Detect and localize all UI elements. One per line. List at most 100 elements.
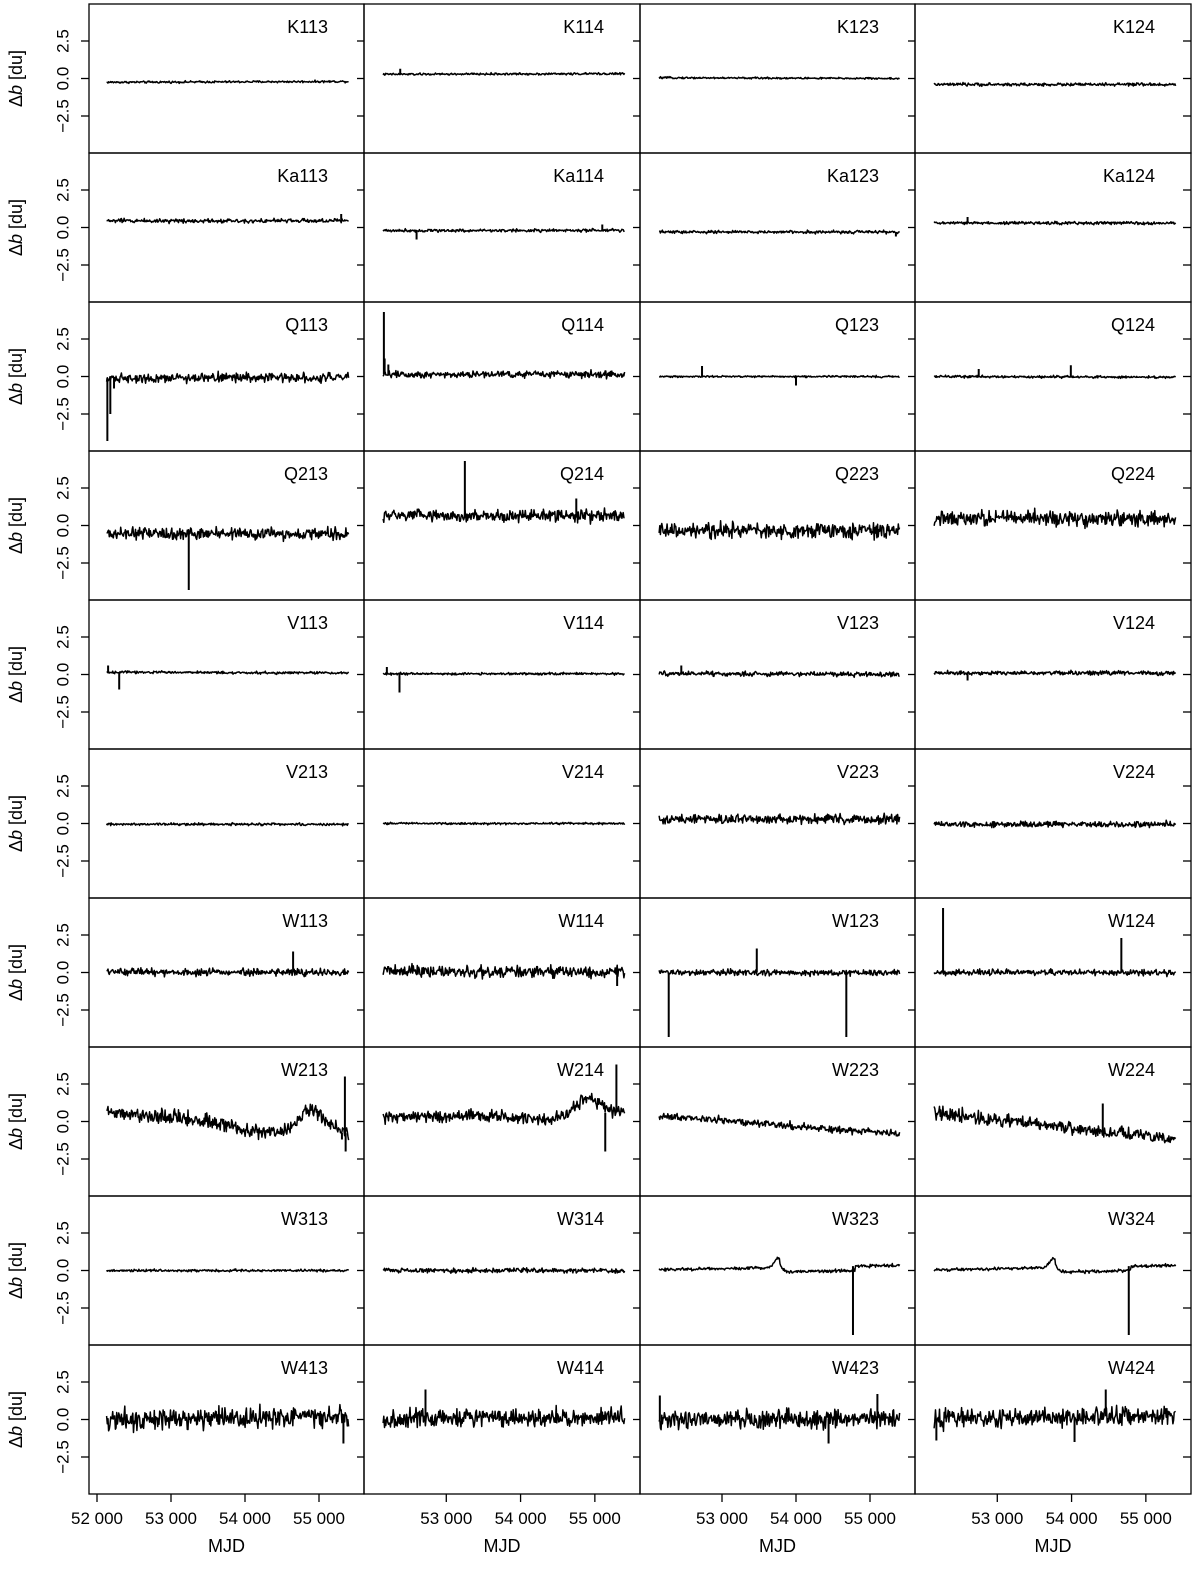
series-line: [105, 821, 350, 827]
panel-label: W214: [557, 1060, 604, 1080]
series-line: [382, 1266, 626, 1274]
series-line: [105, 1403, 350, 1434]
series-line: [382, 1404, 626, 1429]
y-axis-title: Δb [du]: [6, 944, 26, 1001]
panel-w224: W224: [908, 1046, 1192, 1197]
panel-w314: W314: [357, 1195, 641, 1346]
series-line: [382, 962, 626, 980]
series-line: [933, 220, 1177, 226]
panel-label: W123: [832, 911, 879, 931]
y-axis-title: Δb [du]: [6, 646, 26, 703]
panel-w213: W213 2.5 0.0 −2.5 Δb [du]: [6, 1046, 365, 1197]
series-line: [933, 967, 1177, 978]
panel-label: Ka114: [553, 166, 604, 186]
series-line: [105, 1268, 350, 1273]
panel-label: W423: [832, 1358, 879, 1378]
y-tick-label: −2.5: [54, 993, 73, 1027]
panel-label: V224: [1113, 762, 1155, 782]
x-tick-label: 53 000: [420, 1509, 472, 1528]
y-tick-label: −2.5: [54, 546, 73, 580]
panel-v213: V213 2.5 0.0 −2.5 Δb [du]: [6, 748, 365, 899]
series-line: [933, 1256, 1177, 1275]
y-tick-label: 2.5: [54, 1072, 73, 1096]
panel-v123: V123: [633, 599, 916, 750]
panel-v124: V124: [908, 599, 1192, 750]
y-tick-label: 0.0: [54, 365, 73, 389]
y-axis-title: Δb [du]: [6, 1093, 26, 1150]
panel-w113: W113 2.5 0.0 −2.5 Δb [du]: [6, 897, 365, 1048]
panel-label: Ka113: [277, 166, 328, 186]
panel-label: K113: [287, 17, 328, 37]
y-axis-title: Δb [du]: [6, 50, 26, 107]
panel-w123: W123: [633, 897, 916, 1048]
panel-w223: W223: [633, 1046, 916, 1197]
panel-label: W114: [558, 911, 604, 931]
y-axis-title: Δb [du]: [6, 795, 26, 852]
series-line: [382, 71, 626, 76]
panel-label: V223: [837, 762, 879, 782]
series-line: [658, 1407, 901, 1431]
panel-v113: V113 2.5 0.0 −2.5 Δb [du]: [6, 599, 365, 750]
y-tick-label: 2.5: [54, 178, 73, 202]
series-line: [658, 812, 901, 826]
y-tick-label: 2.5: [54, 1370, 73, 1394]
panel-label: Q123: [835, 315, 879, 335]
panel-label: W414: [557, 1358, 604, 1378]
x-tick-label: 53 000: [971, 1509, 1023, 1528]
y-axis-title: Δb [du]: [6, 497, 26, 554]
panel-k123: K123: [633, 3, 916, 154]
x-tick-label: 55 000: [1120, 1509, 1172, 1528]
series-line: [933, 819, 1177, 829]
panel-label: Q124: [1111, 315, 1155, 335]
y-tick-label: 2.5: [54, 29, 73, 53]
y-tick-label: −2.5: [54, 99, 73, 133]
panel-label: V214: [562, 762, 604, 782]
y-tick-label: 2.5: [54, 774, 73, 798]
panel-label: V213: [286, 762, 328, 782]
series-line: [106, 79, 349, 85]
y-tick-label: 0.0: [54, 1110, 73, 1134]
series-line: [382, 227, 625, 234]
panel-w214: W214: [357, 1046, 641, 1197]
panel-label: W224: [1108, 1060, 1155, 1080]
series-line: [933, 1105, 1177, 1144]
panel-label: V113: [287, 613, 328, 633]
y-tick-label: −2.5: [54, 1291, 73, 1325]
panel-q113: Q113 2.5 0.0 −2.5 Δb [du]: [6, 301, 365, 452]
x-tick-label: 54 000: [1046, 1509, 1098, 1528]
y-tick-label: 0.0: [54, 812, 73, 836]
y-tick-label: 0.0: [54, 514, 73, 538]
panel-label: W413: [281, 1358, 328, 1378]
panel-q114: Q114: [357, 301, 641, 452]
y-axis-title: Δb [du]: [6, 199, 26, 256]
series-line: [106, 670, 350, 676]
series-line: [658, 519, 901, 541]
panel-v214: V214: [357, 748, 641, 899]
series-line: [933, 669, 1177, 677]
y-tick-label: −2.5: [54, 397, 73, 431]
panel-v223: V223: [633, 748, 916, 899]
y-tick-label: −2.5: [54, 1440, 73, 1474]
panels-layer: K113 2.5 0.0 −2.5 Δb [du] K114 K123 K124 Ka113 2.…: [6, 3, 1192, 1556]
panel-q214: Q214: [357, 450, 641, 601]
series-line: [382, 368, 626, 380]
x-tick-label: 55 000: [844, 1509, 896, 1528]
x-tick-label: 55 000: [569, 1509, 621, 1528]
x-axis-title: MJD: [759, 1536, 796, 1556]
panel-q213: Q213 2.5 0.0 −2.5 Δb [du]: [6, 450, 365, 601]
y-axis-title: Δb [du]: [6, 348, 26, 405]
panel-label: V124: [1113, 613, 1155, 633]
panel-ka113: Ka113 2.5 0.0 −2.5 Δb [du]: [6, 152, 365, 303]
y-tick-label: −2.5: [54, 695, 73, 729]
y-tick-label: 0.0: [54, 961, 73, 985]
panel-w423: W423 53 000 54 000 55 000 MJD: [633, 1344, 916, 1556]
series-line: [658, 670, 900, 679]
panel-label: V123: [837, 613, 879, 633]
panel-q224: Q224: [908, 450, 1192, 601]
panel-label: Q214: [560, 464, 604, 484]
y-tick-label: 0.0: [54, 67, 73, 91]
series-line: [933, 507, 1177, 530]
y-tick-label: 0.0: [54, 663, 73, 687]
panel-label: W324: [1108, 1209, 1155, 1229]
